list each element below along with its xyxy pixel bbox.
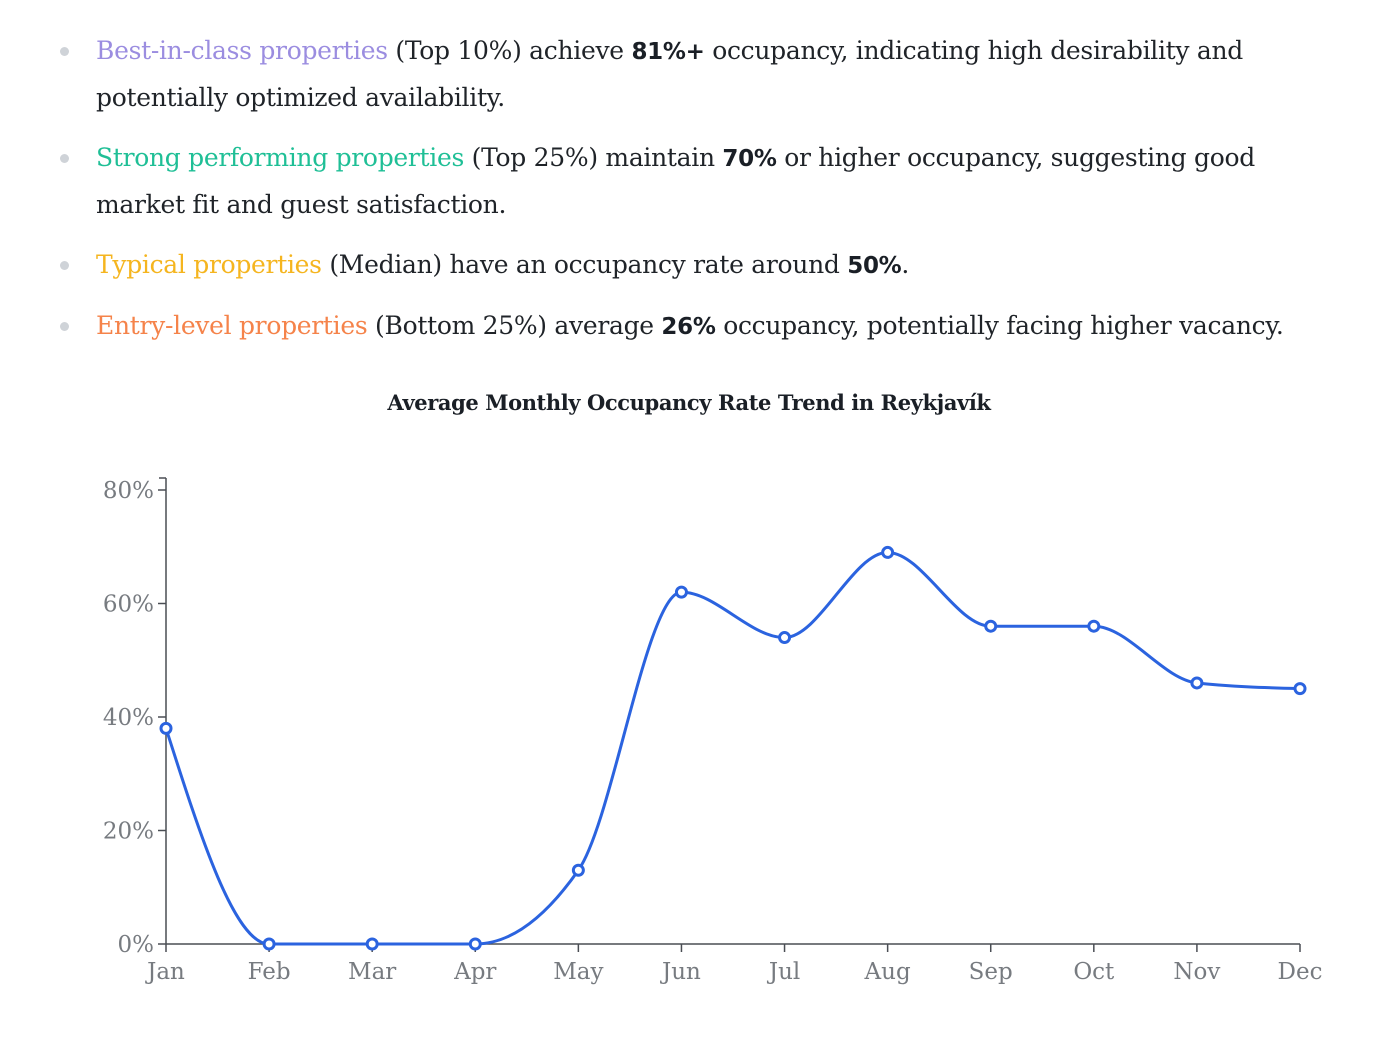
x-tick-label: Jun bbox=[660, 959, 701, 985]
data-point bbox=[674, 585, 688, 599]
data-point bbox=[468, 937, 482, 951]
tier-label: Typical properties bbox=[96, 250, 322, 279]
insight-item-best: Best-in-class properties (Top 10%) achie… bbox=[58, 28, 1328, 121]
tier-label: Best-in-class properties bbox=[96, 36, 388, 65]
tier-description: . bbox=[901, 250, 910, 279]
data-points bbox=[159, 545, 1307, 951]
y-tick-label: 80% bbox=[103, 478, 154, 504]
bullet-dot bbox=[60, 322, 69, 331]
x-tick-label: Dec bbox=[1278, 959, 1323, 985]
x-tick-label: Aug bbox=[864, 959, 911, 985]
tier-value: 26% bbox=[661, 314, 716, 340]
tier-description: (Median) have an occupancy rate around bbox=[321, 250, 848, 279]
y-tick-label: 40% bbox=[103, 705, 154, 731]
data-point bbox=[778, 631, 792, 645]
x-tick-label: Feb bbox=[248, 959, 291, 985]
tier-value: 50% bbox=[847, 253, 902, 279]
x-tick-label: Nov bbox=[1173, 959, 1220, 985]
tier-label: Strong performing properties bbox=[96, 143, 465, 172]
data-point bbox=[1293, 682, 1307, 696]
x-tick-label: Jul bbox=[767, 959, 800, 985]
insight-item-entry: Entry-level properties (Bottom 25%) aver… bbox=[58, 303, 1328, 350]
insight-item-strong: Strong performing properties (Top 25%) m… bbox=[58, 135, 1328, 228]
y-tick-label: 0% bbox=[118, 932, 155, 958]
tier-description: or higher occupancy, suggesting good mar… bbox=[96, 143, 1255, 219]
tier-description: (Top 10%) achieve bbox=[387, 36, 632, 65]
data-point bbox=[365, 937, 379, 951]
data-point bbox=[159, 721, 173, 735]
x-tick-label: Jan bbox=[145, 959, 185, 985]
bullet-dot bbox=[60, 154, 69, 163]
x-tick-label: Mar bbox=[348, 959, 396, 985]
tier-value: 81%+ bbox=[631, 39, 705, 65]
tier-label: Entry-level properties bbox=[96, 311, 368, 340]
tier-description: occupancy, potentially facing higher vac… bbox=[715, 311, 1284, 340]
data-point bbox=[571, 863, 585, 877]
y-tick-label: 20% bbox=[103, 819, 154, 845]
tier-description: (Top 25%) maintain bbox=[464, 143, 723, 172]
x-tick-label: Apr bbox=[453, 959, 496, 985]
data-point bbox=[984, 619, 998, 633]
chart-axes: 0% 20% 40% 60% 80% Jan Feb Mar Apr May Jun Jul Aug Se… bbox=[103, 477, 1323, 985]
tier-description: occupancy, indicating high desirability … bbox=[96, 36, 1244, 112]
bullet-dot bbox=[60, 261, 69, 270]
bullet-dot bbox=[60, 47, 69, 56]
tier-value: 70% bbox=[722, 146, 777, 172]
occupancy-line-chart: 0% 20% 40% 60% 80% Jan Feb Mar Apr May Jun Jul Aug Se… bbox=[103, 477, 1323, 985]
data-point bbox=[1087, 619, 1101, 633]
data-point bbox=[262, 937, 276, 951]
insight-list: Best-in-class properties (Top 10%) achie… bbox=[58, 28, 1328, 364]
x-tick-label: Oct bbox=[1073, 959, 1115, 985]
chart-title: Average Monthly Occupancy Rate Trend in … bbox=[387, 390, 991, 415]
x-tick-label: Sep bbox=[969, 959, 1013, 985]
y-tick-label: 60% bbox=[103, 592, 154, 618]
series-line bbox=[164, 550, 1301, 946]
data-point bbox=[1190, 676, 1204, 690]
tier-description: (Bottom 25%) average bbox=[367, 311, 662, 340]
insight-item-typical: Typical properties (Median) have an occu… bbox=[58, 242, 1328, 289]
x-tick-label: May bbox=[553, 959, 603, 985]
data-point bbox=[881, 545, 895, 559]
